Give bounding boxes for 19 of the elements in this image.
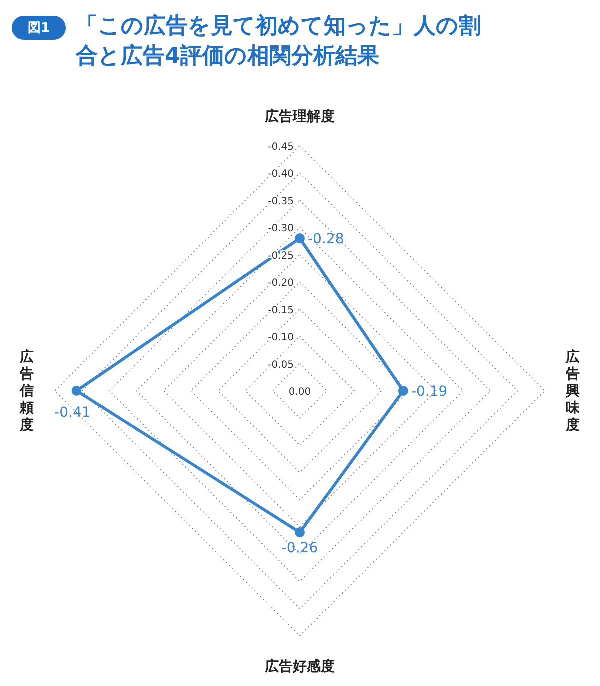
spoke-label: 広告好感度 bbox=[264, 658, 335, 675]
data-label: -0.28 bbox=[308, 232, 344, 248]
data-label: -0.19 bbox=[411, 384, 448, 400]
y-tick-label: -0.05 bbox=[268, 360, 294, 371]
y-tick-label: -0.30 bbox=[268, 224, 294, 235]
spoke-label: 広告理解度 bbox=[264, 108, 335, 125]
y-tick-label: -0.35 bbox=[268, 196, 294, 208]
data-label: -0.26 bbox=[282, 540, 318, 557]
y-tick-label: -0.10 bbox=[268, 332, 294, 344]
spoke-label: 広告興味度 bbox=[565, 348, 581, 434]
spoke-label: 広告信頼度 bbox=[19, 348, 34, 434]
chart-title: 「この広告を見て初めて知った」人の割合と広告4評価の相関分析結果 bbox=[76, 12, 482, 71]
y-tick-label: -0.15 bbox=[268, 305, 294, 316]
caption: 図1 bbox=[12, 16, 66, 40]
data-label: -0.41 bbox=[54, 405, 91, 421]
y-tick-label: 0.00 bbox=[288, 387, 312, 398]
y-tick-label: -0.20 bbox=[268, 278, 294, 290]
y-tick-label: -0.40 bbox=[268, 169, 294, 180]
y-tick-label: -0.45 bbox=[268, 142, 294, 153]
